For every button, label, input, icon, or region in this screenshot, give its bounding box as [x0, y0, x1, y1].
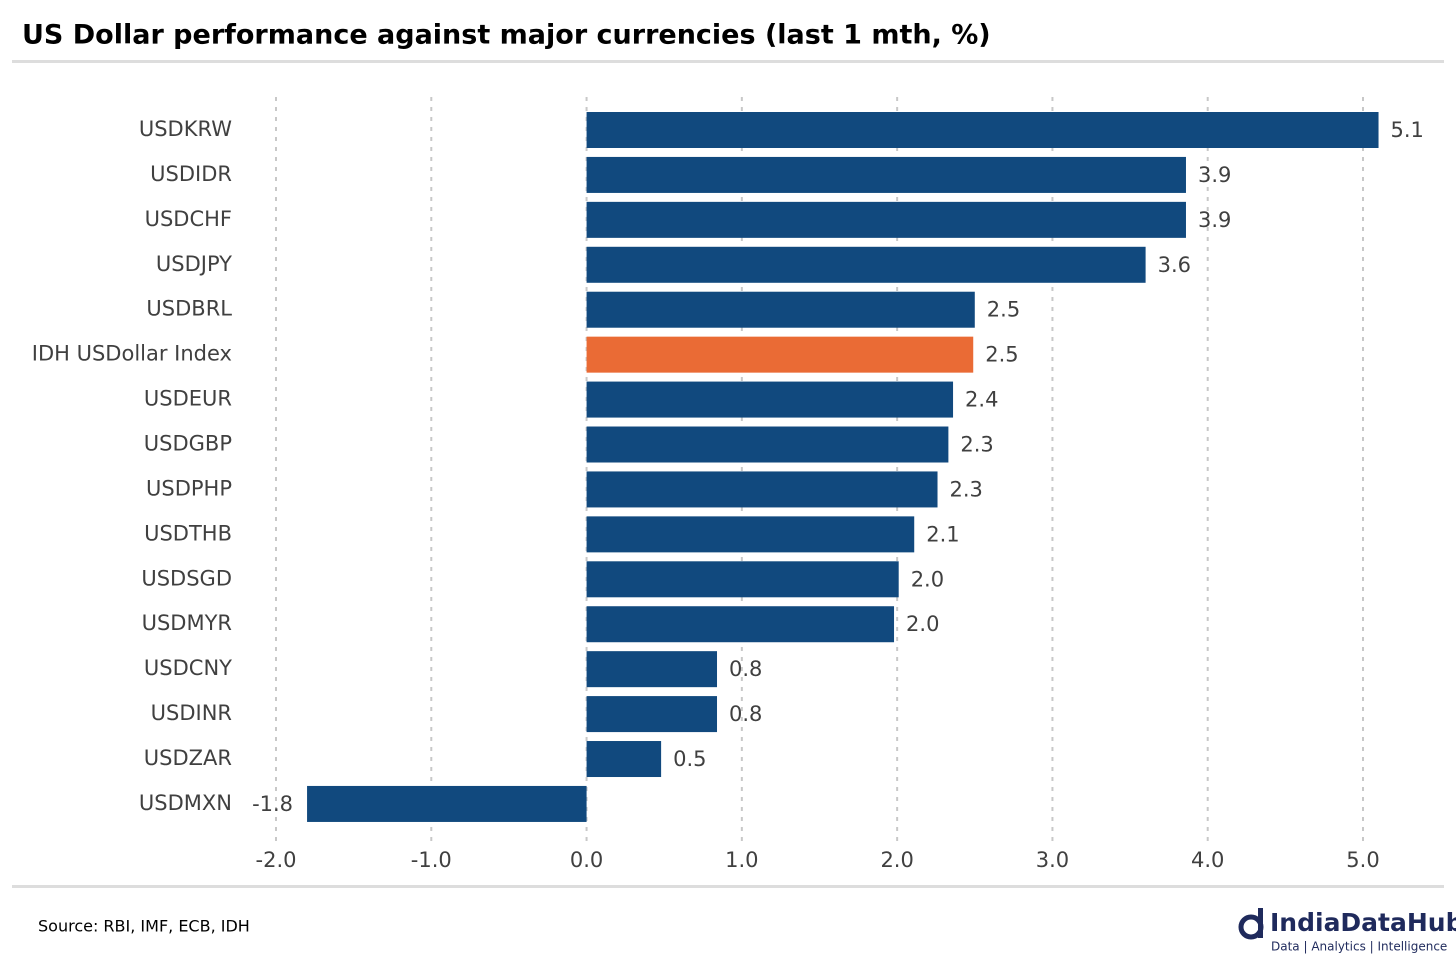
value-label: 3.9	[1198, 163, 1231, 187]
y-tick-label: USDIDR	[150, 162, 232, 186]
x-tick-label: -1.0	[411, 848, 452, 872]
bar	[586, 426, 949, 463]
source: Source: RBI, IMF, ECB, IDH	[38, 917, 250, 936]
y-tick-label: USDMXN	[139, 791, 232, 815]
y-tick-label: USDCHF	[145, 207, 232, 231]
value-label: 5.1	[1391, 118, 1424, 142]
bar	[586, 471, 938, 508]
y-tick-label: USDPHP	[146, 476, 232, 500]
bar	[586, 336, 974, 373]
x-tick-label: -2.0	[256, 848, 297, 872]
value-label: 0.5	[673, 747, 706, 771]
logo-tagline: Data | Analytics | Intelligence	[1271, 940, 1447, 954]
value-label: 2.5	[985, 343, 1018, 367]
bar	[586, 381, 954, 418]
y-tick-label: USDGBP	[144, 432, 232, 456]
value-label: 2.4	[965, 388, 998, 412]
x-tick-label: 3.0	[1036, 848, 1069, 872]
y-tick-label: USDKRW	[139, 117, 232, 141]
value-label: 2.1	[926, 522, 959, 546]
y-tick-label: USDEUR	[144, 387, 232, 411]
value-label: 2.3	[950, 477, 983, 501]
bar	[586, 651, 718, 688]
y-tick-label: USDMYR	[142, 611, 232, 635]
bar	[586, 696, 718, 733]
value-label: 2.0	[906, 612, 939, 636]
value-label: 3.9	[1198, 208, 1231, 232]
bar	[307, 785, 587, 822]
bar	[586, 561, 899, 598]
y-tick-label: USDJPY	[156, 252, 232, 276]
value-label: -1.8	[252, 792, 293, 816]
x-tick-label: 0.0	[570, 848, 603, 872]
value-label: 2.3	[960, 433, 993, 457]
logo-name: IndiaDataHub	[1270, 908, 1456, 937]
x-tick-label: 4.0	[1191, 848, 1224, 872]
value-label: 0.8	[729, 702, 762, 726]
value-label: 2.0	[911, 567, 944, 591]
y-tick-label: USDINR	[151, 701, 232, 725]
y-tick-label: USDBRL	[146, 297, 232, 321]
bar	[586, 246, 1146, 283]
bar	[586, 606, 895, 643]
bar	[586, 741, 662, 778]
logo-icon-bar	[1258, 908, 1263, 938]
y-tick-label: USDCNY	[144, 656, 232, 680]
y-tick-label: USDSGD	[141, 566, 232, 590]
x-tick-label: 2.0	[880, 848, 913, 872]
header-rule	[12, 60, 1444, 63]
y-tick-label: USDZAR	[144, 746, 232, 770]
bar	[586, 516, 915, 553]
bar	[586, 291, 975, 328]
y-tick-label: USDTHB	[144, 521, 232, 545]
value-label: 2.5	[987, 298, 1020, 322]
value-label: 0.8	[729, 657, 762, 681]
x-tick-label: 5.0	[1346, 848, 1379, 872]
chart-title: US Dollar performance against major curr…	[22, 20, 991, 51]
bar	[586, 156, 1186, 193]
footer-rule	[12, 885, 1444, 888]
bar	[586, 112, 1379, 148]
value-label: 3.6	[1158, 253, 1191, 277]
x-tick-label: 1.0	[725, 848, 758, 872]
y-tick-label: IDH USDollar Index	[32, 342, 232, 366]
logo: IndiaDataHub Data | Analytics | Intellig…	[1238, 908, 1456, 954]
bar	[586, 201, 1186, 238]
